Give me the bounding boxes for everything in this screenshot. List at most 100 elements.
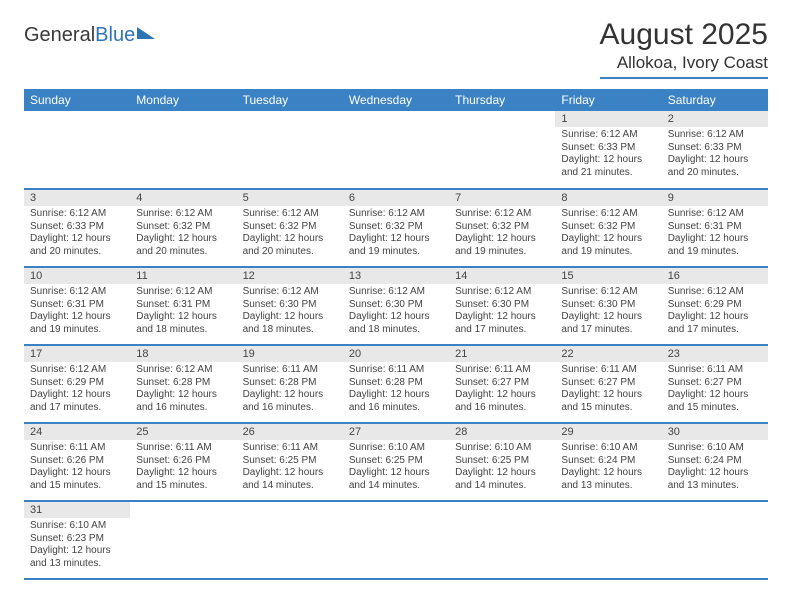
calendar-cell: 14Sunrise: 6:12 AMSunset: 6:30 PMDayligh… (449, 267, 555, 345)
weekday-header: Tuesday (237, 89, 343, 111)
day-details: Sunrise: 6:12 AMSunset: 6:30 PMDaylight:… (343, 284, 449, 340)
day-details: Sunrise: 6:10 AMSunset: 6:24 PMDaylight:… (662, 440, 768, 496)
sunrise-line: Sunrise: 6:11 AM (455, 364, 549, 377)
calendar-cell-empty (343, 111, 449, 189)
sunrise-line: Sunrise: 6:11 AM (668, 364, 762, 377)
calendar-cell: 13Sunrise: 6:12 AMSunset: 6:30 PMDayligh… (343, 267, 449, 345)
calendar-cell: 27Sunrise: 6:10 AMSunset: 6:25 PMDayligh… (343, 423, 449, 501)
day-details: Sunrise: 6:12 AMSunset: 6:32 PMDaylight:… (449, 206, 555, 262)
day-number: 13 (343, 268, 449, 284)
calendar-cell-empty (237, 111, 343, 189)
day-number: 24 (24, 424, 130, 440)
calendar-cell-empty (343, 501, 449, 579)
sunset-line: Sunset: 6:24 PM (561, 455, 655, 468)
day-number: 12 (237, 268, 343, 284)
sunrise-line: Sunrise: 6:12 AM (136, 286, 230, 299)
day-details: Sunrise: 6:11 AMSunset: 6:28 PMDaylight:… (237, 362, 343, 418)
day-details: Sunrise: 6:12 AMSunset: 6:30 PMDaylight:… (449, 284, 555, 340)
day-number: 19 (237, 346, 343, 362)
daylight-line: Daylight: 12 hours and 19 minutes. (668, 233, 762, 258)
calendar-cell: 12Sunrise: 6:12 AMSunset: 6:30 PMDayligh… (237, 267, 343, 345)
day-details: Sunrise: 6:10 AMSunset: 6:24 PMDaylight:… (555, 440, 661, 496)
logo: GeneralBlue (24, 24, 155, 47)
sunset-line: Sunset: 6:28 PM (136, 377, 230, 390)
day-details: Sunrise: 6:11 AMSunset: 6:27 PMDaylight:… (449, 362, 555, 418)
sunrise-line: Sunrise: 6:12 AM (668, 286, 762, 299)
day-details: Sunrise: 6:12 AMSunset: 6:32 PMDaylight:… (555, 206, 661, 262)
sunrise-line: Sunrise: 6:10 AM (455, 442, 549, 455)
sunset-line: Sunset: 6:25 PM (455, 455, 549, 468)
day-details: Sunrise: 6:12 AMSunset: 6:29 PMDaylight:… (24, 362, 130, 418)
calendar-row: 3Sunrise: 6:12 AMSunset: 6:33 PMDaylight… (24, 189, 768, 267)
page-title: August 2025 (600, 18, 768, 51)
calendar-cell: 29Sunrise: 6:10 AMSunset: 6:24 PMDayligh… (555, 423, 661, 501)
daylight-line: Daylight: 12 hours and 20 minutes. (136, 233, 230, 258)
sunset-line: Sunset: 6:30 PM (349, 299, 443, 312)
sunset-line: Sunset: 6:23 PM (30, 533, 124, 546)
calendar-cell: 19Sunrise: 6:11 AMSunset: 6:28 PMDayligh… (237, 345, 343, 423)
daylight-line: Daylight: 12 hours and 17 minutes. (561, 311, 655, 336)
daylight-line: Daylight: 12 hours and 18 minutes. (136, 311, 230, 336)
calendar-cell-empty (130, 111, 236, 189)
calendar-cell: 23Sunrise: 6:11 AMSunset: 6:27 PMDayligh… (662, 345, 768, 423)
sunrise-line: Sunrise: 6:10 AM (30, 520, 124, 533)
day-details: Sunrise: 6:11 AMSunset: 6:26 PMDaylight:… (130, 440, 236, 496)
sunrise-line: Sunrise: 6:11 AM (30, 442, 124, 455)
weekday-header: Wednesday (343, 89, 449, 111)
day-number: 10 (24, 268, 130, 284)
day-details: Sunrise: 6:12 AMSunset: 6:32 PMDaylight:… (237, 206, 343, 262)
day-details: Sunrise: 6:11 AMSunset: 6:28 PMDaylight:… (343, 362, 449, 418)
day-number: 18 (130, 346, 236, 362)
sunset-line: Sunset: 6:31 PM (136, 299, 230, 312)
day-number: 17 (24, 346, 130, 362)
daylight-line: Daylight: 12 hours and 17 minutes. (668, 311, 762, 336)
sunset-line: Sunset: 6:26 PM (136, 455, 230, 468)
daylight-line: Daylight: 12 hours and 17 minutes. (30, 389, 124, 414)
day-details: Sunrise: 6:12 AMSunset: 6:33 PMDaylight:… (662, 127, 768, 183)
calendar-cell: 15Sunrise: 6:12 AMSunset: 6:30 PMDayligh… (555, 267, 661, 345)
calendar-cell: 25Sunrise: 6:11 AMSunset: 6:26 PMDayligh… (130, 423, 236, 501)
sunset-line: Sunset: 6:30 PM (561, 299, 655, 312)
daylight-line: Daylight: 12 hours and 14 minutes. (243, 467, 337, 492)
day-details: Sunrise: 6:12 AMSunset: 6:31 PMDaylight:… (24, 284, 130, 340)
calendar-row: 1Sunrise: 6:12 AMSunset: 6:33 PMDaylight… (24, 111, 768, 189)
calendar-cell: 30Sunrise: 6:10 AMSunset: 6:24 PMDayligh… (662, 423, 768, 501)
calendar-cell: 24Sunrise: 6:11 AMSunset: 6:26 PMDayligh… (24, 423, 130, 501)
day-details: Sunrise: 6:12 AMSunset: 6:31 PMDaylight:… (130, 284, 236, 340)
day-number: 28 (449, 424, 555, 440)
day-number: 25 (130, 424, 236, 440)
location-label: Allokoa, Ivory Coast (600, 53, 768, 79)
sunset-line: Sunset: 6:32 PM (561, 221, 655, 234)
sunrise-line: Sunrise: 6:10 AM (668, 442, 762, 455)
sunset-line: Sunset: 6:32 PM (243, 221, 337, 234)
logo-word2: Blue (95, 24, 135, 46)
sunset-line: Sunset: 6:33 PM (561, 142, 655, 155)
day-number: 29 (555, 424, 661, 440)
calendar-cell: 4Sunrise: 6:12 AMSunset: 6:32 PMDaylight… (130, 189, 236, 267)
day-number: 5 (237, 190, 343, 206)
daylight-line: Daylight: 12 hours and 16 minutes. (136, 389, 230, 414)
calendar-cell-empty (449, 501, 555, 579)
daylight-line: Daylight: 12 hours and 14 minutes. (349, 467, 443, 492)
sunrise-line: Sunrise: 6:12 AM (455, 286, 549, 299)
day-number: 31 (24, 502, 130, 518)
sunset-line: Sunset: 6:27 PM (455, 377, 549, 390)
calendar-cell: 2Sunrise: 6:12 AMSunset: 6:33 PMDaylight… (662, 111, 768, 189)
sunrise-line: Sunrise: 6:12 AM (668, 208, 762, 221)
day-number: 15 (555, 268, 661, 284)
day-number: 6 (343, 190, 449, 206)
calendar-row: 10Sunrise: 6:12 AMSunset: 6:31 PMDayligh… (24, 267, 768, 345)
calendar-cell: 17Sunrise: 6:12 AMSunset: 6:29 PMDayligh… (24, 345, 130, 423)
daylight-line: Daylight: 12 hours and 14 minutes. (455, 467, 549, 492)
daylight-line: Daylight: 12 hours and 20 minutes. (668, 154, 762, 179)
day-details: Sunrise: 6:11 AMSunset: 6:26 PMDaylight:… (24, 440, 130, 496)
logo-text: GeneralBlue (24, 24, 135, 47)
sunset-line: Sunset: 6:25 PM (243, 455, 337, 468)
sunrise-line: Sunrise: 6:10 AM (561, 442, 655, 455)
calendar-row: 17Sunrise: 6:12 AMSunset: 6:29 PMDayligh… (24, 345, 768, 423)
sunset-line: Sunset: 6:28 PM (243, 377, 337, 390)
day-details: Sunrise: 6:11 AMSunset: 6:25 PMDaylight:… (237, 440, 343, 496)
calendar-cell: 3Sunrise: 6:12 AMSunset: 6:33 PMDaylight… (24, 189, 130, 267)
day-number: 1 (555, 111, 661, 127)
daylight-line: Daylight: 12 hours and 13 minutes. (561, 467, 655, 492)
